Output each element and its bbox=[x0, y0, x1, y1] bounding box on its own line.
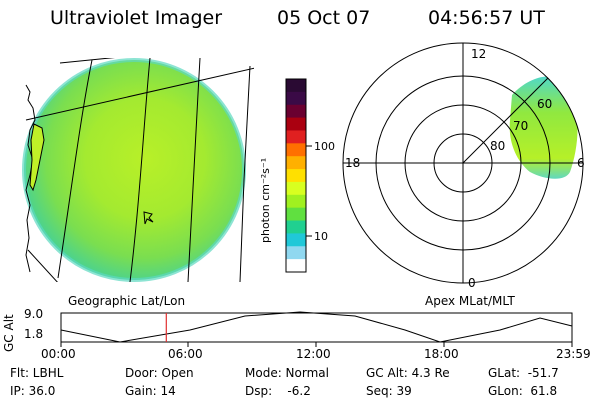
altitude-timeline bbox=[60, 311, 573, 347]
apex-caption: Apex MLat/MLT bbox=[425, 294, 515, 308]
mlt-label-12: 12 bbox=[471, 47, 487, 61]
mlt-label-6: 6 bbox=[577, 156, 585, 170]
colorbar-band bbox=[286, 130, 306, 144]
colorbar-band bbox=[286, 169, 306, 183]
colorbar-band bbox=[286, 207, 306, 222]
timeline-ybottom: 1.8 bbox=[24, 327, 44, 341]
mlt-label-0: 0 bbox=[468, 276, 476, 290]
time-tick-0: 00:00 bbox=[41, 347, 76, 361]
lat-label-60: 60 bbox=[537, 97, 553, 111]
colorbar-band bbox=[286, 246, 306, 260]
lon-line bbox=[129, 58, 151, 282]
auroral-oval bbox=[509, 76, 578, 179]
timeline-ytop: 9.0 bbox=[24, 307, 44, 321]
status-gc-alt: GC Alt: 4.3 Re bbox=[366, 366, 450, 380]
lon-line bbox=[239, 65, 251, 282]
status-mode: Mode: Normal bbox=[245, 366, 329, 380]
status-glon: GLon: 61.8 bbox=[488, 384, 558, 398]
status-seq: Seq: 39 bbox=[366, 384, 412, 398]
colorbar-band bbox=[286, 104, 306, 119]
timeline-frame bbox=[60, 312, 573, 343]
geographic-image-panel bbox=[22, 58, 254, 282]
status-dsp: Dsp: -6.2 bbox=[245, 384, 311, 398]
colorbar-band bbox=[286, 156, 306, 170]
earth-disk-image bbox=[24, 60, 244, 280]
status-glat: GLat: -51.7 bbox=[488, 366, 559, 380]
instrument-title: Ultraviolet Imager bbox=[50, 7, 223, 29]
lon-line bbox=[187, 58, 201, 282]
colorbar-band bbox=[286, 233, 306, 247]
lat-line bbox=[59, 58, 116, 64]
time-tick-3: 18:00 bbox=[424, 347, 459, 361]
mlt-label-18: 18 bbox=[345, 156, 361, 170]
date-label: 05 Oct 07 bbox=[277, 7, 371, 29]
polar-plot bbox=[342, 42, 584, 284]
time-tick-4: 23:59 bbox=[556, 347, 591, 361]
status-flt: Flt: LBHL bbox=[10, 366, 64, 380]
colorbar-band bbox=[286, 220, 306, 234]
status-door: Door: Open bbox=[125, 366, 194, 380]
status-gain: Gain: 14 bbox=[125, 384, 176, 398]
colorbar-tick-100: 100 bbox=[314, 140, 335, 153]
lat-label-80: 80 bbox=[490, 139, 506, 153]
colorbar-band bbox=[286, 194, 306, 209]
colorbar-band bbox=[286, 143, 306, 157]
lon-line bbox=[57, 59, 93, 279]
lat-line bbox=[25, 67, 254, 121]
time-label: 04:56:57 UT bbox=[428, 7, 545, 29]
time-tick-1: 06:00 bbox=[168, 347, 203, 361]
status-ip: IP: 36.0 bbox=[10, 384, 56, 398]
colorbar-band bbox=[286, 117, 306, 131]
lat-label-70: 70 bbox=[513, 119, 529, 133]
colorbar-unit: photon cm⁻²s⁻¹ bbox=[259, 157, 272, 243]
colorbar-band bbox=[286, 91, 306, 106]
polar-axis-diagonal bbox=[462, 77, 549, 164]
colorbar-band bbox=[286, 259, 306, 273]
geographic-caption: Geographic Lat/Lon bbox=[68, 294, 186, 308]
colorbar bbox=[286, 79, 306, 273]
colorbar-tick-10: 10 bbox=[314, 230, 328, 243]
colorbar-band bbox=[286, 79, 306, 93]
colorbar-band bbox=[286, 181, 306, 196]
time-tick-2: 12:00 bbox=[296, 347, 331, 361]
island-marker bbox=[143, 211, 154, 225]
timeline-ylabel: GC Alt bbox=[2, 314, 16, 352]
